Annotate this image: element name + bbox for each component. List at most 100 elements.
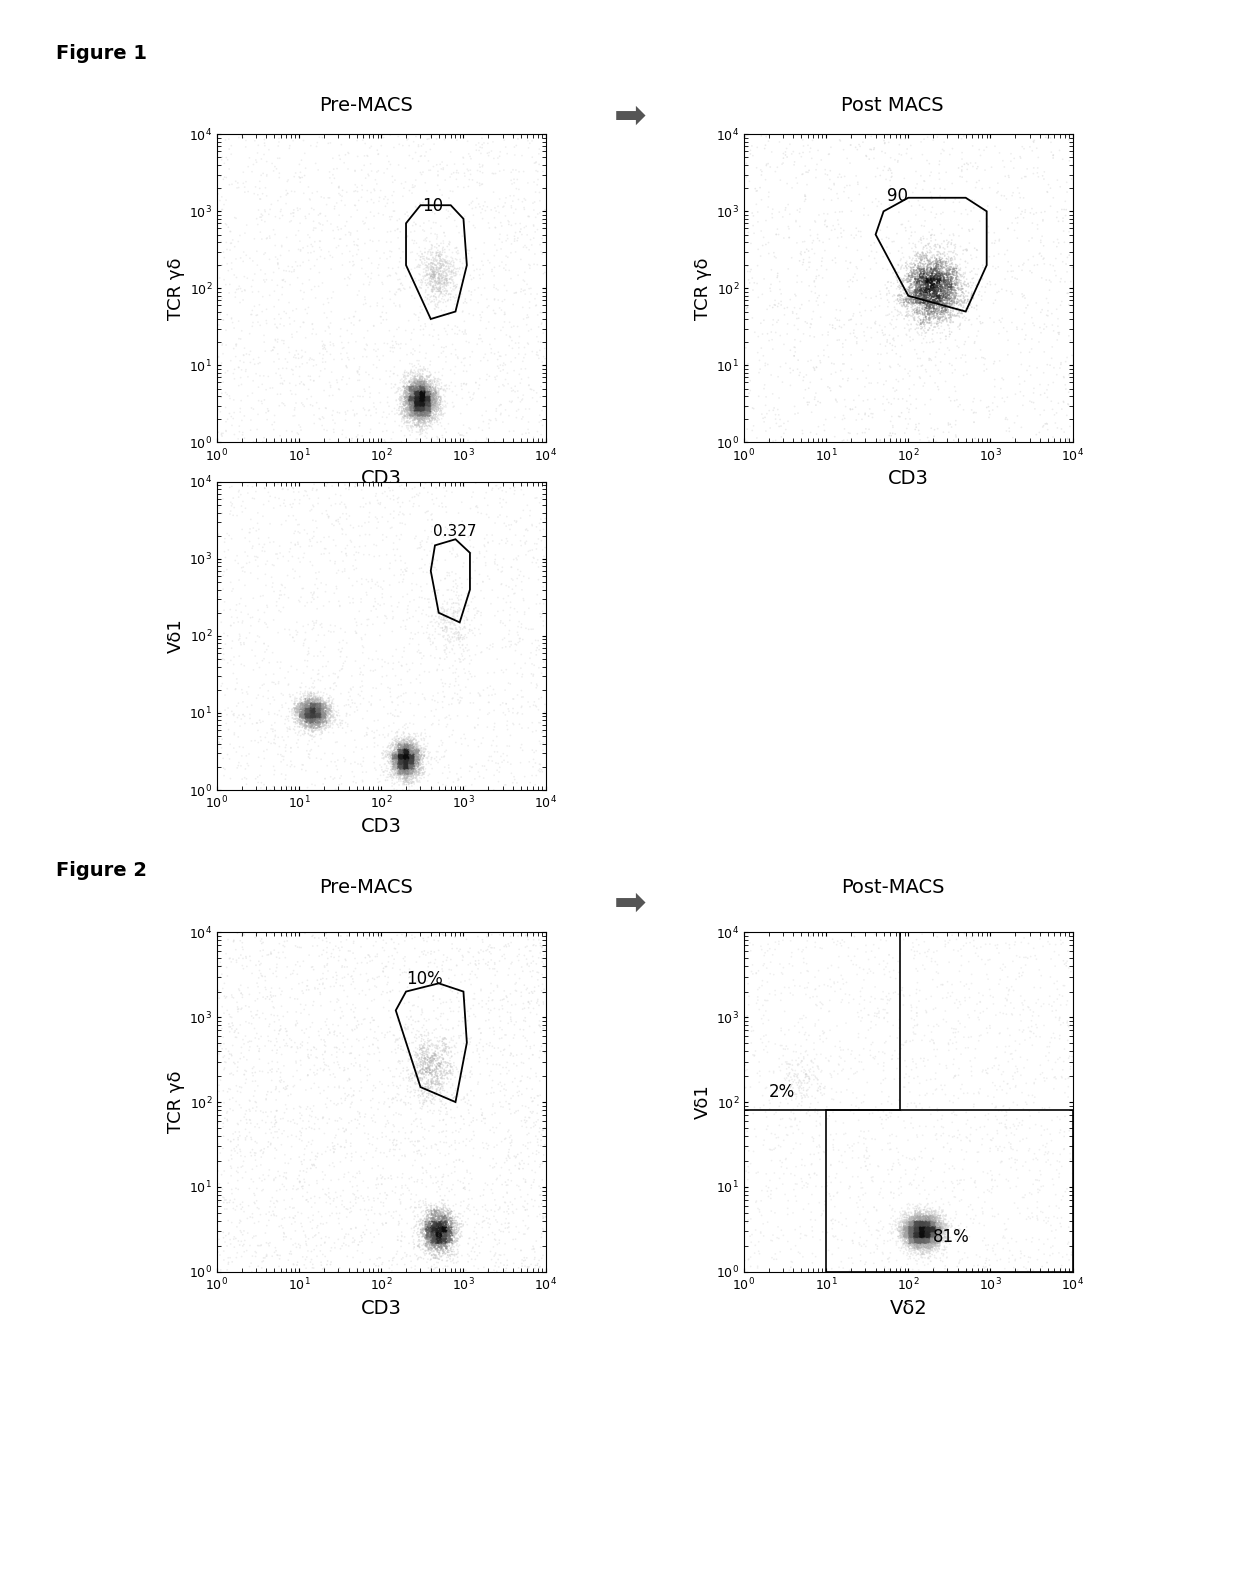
Point — [417, 272, 436, 297]
Point — [905, 253, 925, 278]
Point — [945, 272, 965, 297]
Point — [409, 393, 429, 419]
Point — [748, 209, 768, 234]
Point — [308, 702, 327, 727]
Point — [926, 262, 946, 288]
Point — [432, 1073, 451, 1098]
Point — [959, 292, 978, 318]
Point — [1049, 983, 1069, 1008]
Point — [229, 1074, 249, 1100]
Point — [735, 1076, 755, 1101]
Point — [227, 1158, 247, 1183]
Point — [939, 1220, 959, 1245]
Point — [923, 1218, 942, 1243]
Point — [308, 1062, 327, 1087]
Point — [911, 316, 931, 341]
Point — [401, 389, 420, 414]
Point — [303, 703, 322, 728]
Point — [903, 1218, 923, 1243]
Point — [898, 1210, 918, 1236]
Point — [497, 1060, 517, 1085]
Point — [903, 1226, 923, 1251]
Point — [526, 1228, 546, 1253]
Point — [919, 265, 939, 291]
Point — [291, 1052, 311, 1078]
Point — [438, 623, 458, 648]
Point — [799, 1161, 818, 1187]
Point — [1004, 995, 1024, 1021]
Point — [899, 376, 919, 401]
Point — [331, 638, 351, 664]
Point — [280, 683, 300, 708]
Point — [403, 762, 423, 787]
Point — [387, 1055, 407, 1081]
Point — [932, 250, 952, 275]
Point — [279, 136, 299, 161]
Point — [331, 1005, 351, 1030]
Point — [897, 1221, 916, 1247]
Point — [934, 1220, 954, 1245]
Point — [415, 1234, 435, 1259]
Point — [228, 427, 248, 452]
Point — [386, 743, 405, 768]
Point — [895, 289, 915, 314]
Point — [954, 397, 973, 422]
Point — [408, 747, 428, 773]
Point — [377, 765, 397, 790]
Point — [312, 942, 332, 967]
Point — [915, 1054, 935, 1079]
Point — [453, 962, 472, 988]
Point — [923, 1231, 942, 1256]
Point — [423, 373, 443, 398]
Point — [418, 404, 438, 430]
Point — [443, 1089, 463, 1114]
Point — [418, 1213, 438, 1239]
Point — [415, 717, 435, 743]
Point — [417, 398, 436, 423]
Point — [280, 698, 300, 724]
Point — [985, 1232, 1004, 1258]
Point — [396, 752, 415, 777]
Point — [916, 1224, 936, 1250]
Point — [952, 273, 972, 299]
Point — [775, 999, 795, 1024]
Point — [419, 604, 439, 629]
Point — [277, 1097, 296, 1122]
Point — [425, 1209, 445, 1234]
Point — [286, 697, 306, 722]
Point — [392, 738, 412, 763]
Point — [418, 126, 438, 152]
Point — [415, 253, 435, 278]
Point — [909, 283, 929, 308]
Point — [237, 679, 257, 705]
Point — [419, 1224, 439, 1250]
Point — [913, 1218, 932, 1243]
Point — [920, 265, 940, 291]
Point — [422, 1239, 441, 1264]
Point — [413, 1237, 433, 1262]
Point — [381, 743, 401, 768]
Point — [443, 264, 463, 289]
Point — [422, 939, 441, 964]
Point — [404, 390, 424, 416]
Point — [409, 1048, 429, 1073]
Point — [419, 1049, 439, 1074]
Point — [242, 1127, 262, 1152]
Point — [911, 272, 931, 297]
Point — [900, 280, 920, 305]
Point — [415, 1049, 435, 1074]
Point — [1047, 1066, 1066, 1092]
Point — [954, 284, 973, 310]
Point — [916, 275, 936, 300]
Point — [355, 1054, 374, 1079]
Point — [440, 1247, 460, 1272]
Point — [441, 1212, 461, 1237]
Point — [470, 540, 490, 566]
Point — [305, 692, 325, 717]
Point — [799, 288, 818, 313]
Point — [249, 526, 269, 551]
Point — [397, 755, 417, 781]
Point — [314, 937, 334, 962]
Point — [216, 272, 236, 297]
Point — [392, 746, 412, 771]
